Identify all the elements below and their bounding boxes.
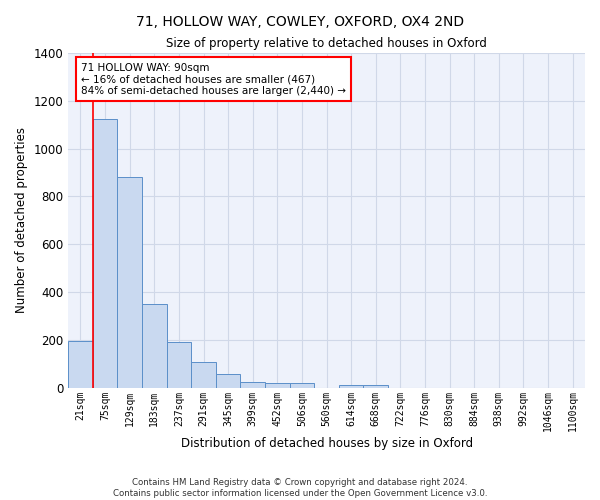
Text: 71 HOLLOW WAY: 90sqm
← 16% of detached houses are smaller (467)
84% of semi-deta: 71 HOLLOW WAY: 90sqm ← 16% of detached h… xyxy=(81,62,346,96)
Bar xyxy=(167,342,191,388)
Text: 71, HOLLOW WAY, COWLEY, OXFORD, OX4 2ND: 71, HOLLOW WAY, COWLEY, OXFORD, OX4 2ND xyxy=(136,15,464,29)
Bar xyxy=(142,304,167,388)
Y-axis label: Number of detached properties: Number of detached properties xyxy=(15,128,28,314)
Bar xyxy=(216,374,241,388)
Bar xyxy=(191,362,216,388)
Bar xyxy=(68,341,93,388)
Text: Contains HM Land Registry data © Crown copyright and database right 2024.
Contai: Contains HM Land Registry data © Crown c… xyxy=(113,478,487,498)
Bar xyxy=(93,119,118,388)
Bar xyxy=(290,383,314,388)
Bar xyxy=(364,384,388,388)
Bar xyxy=(241,382,265,388)
Bar xyxy=(118,178,142,388)
Bar xyxy=(339,384,364,388)
Title: Size of property relative to detached houses in Oxford: Size of property relative to detached ho… xyxy=(166,38,487,51)
Bar xyxy=(265,383,290,388)
X-axis label: Distribution of detached houses by size in Oxford: Distribution of detached houses by size … xyxy=(181,437,473,450)
